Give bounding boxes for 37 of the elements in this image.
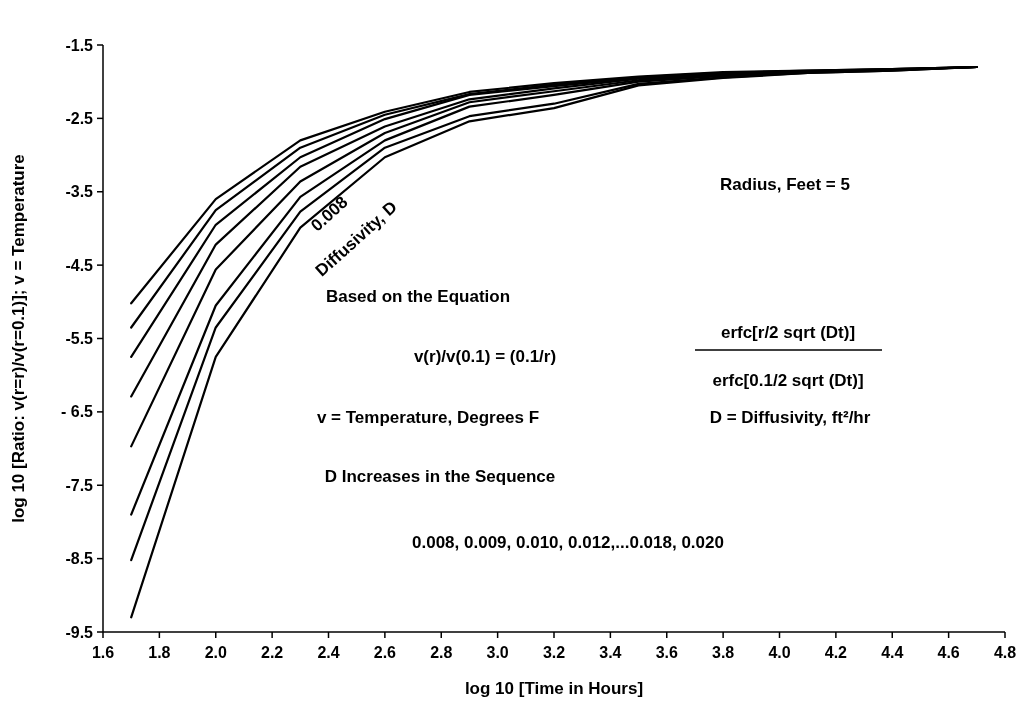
annotation: v(r)/v(0.1) = (0.1/r) xyxy=(413,347,557,366)
x-tick-label: 2.6 xyxy=(373,644,397,661)
x-tick-label: 3.2 xyxy=(542,644,566,661)
x-tick-label: 3.4 xyxy=(599,644,622,661)
x-tick-label: 4.4 xyxy=(881,644,904,661)
annotation: erfc[r/2 sqrt (Dt)] xyxy=(720,323,856,342)
y-tick-label: -4.5 xyxy=(65,256,94,274)
y-tick-label: -8.5 xyxy=(65,550,94,568)
annotation: Radius, Feet = 5 xyxy=(720,175,850,194)
y-tick-label: -2.5 xyxy=(65,109,94,127)
x-tick-label: 2.4 xyxy=(317,644,340,661)
annotation: 0.008, 0.009, 0.010, 0.012,...0.018, 0.020 xyxy=(412,533,724,552)
annotation: D = Diffusivity, ft²/hr xyxy=(709,408,871,427)
x-tick-label: 3.6 xyxy=(655,644,678,661)
x-tick-label: 4.6 xyxy=(937,644,960,661)
annotation: erfc[0.1/2 sqrt (Dt)] xyxy=(712,371,864,390)
y-tick-label: - 6.5 xyxy=(60,403,94,421)
x-axis-title: log 10 [Time in Hours] xyxy=(464,679,644,698)
y-tick-label: -9.5 xyxy=(65,623,94,641)
x-tick-label: 4.2 xyxy=(824,644,848,661)
y-tick-label: -7.5 xyxy=(65,476,94,494)
x-tick-label: 2.0 xyxy=(204,644,227,661)
x-tick-label: 3.8 xyxy=(712,644,735,661)
annotation: D Increases in the Sequence xyxy=(324,467,556,486)
x-tick-label: 2.2 xyxy=(261,644,284,661)
x-tick-label: 1.6 xyxy=(91,644,115,661)
x-tick-label: 4.0 xyxy=(768,644,791,661)
x-tick-label: 4.8 xyxy=(993,644,1017,661)
x-tick-label: 1.8 xyxy=(148,644,171,661)
x-tick-label: 3.0 xyxy=(486,644,509,661)
annotation: v = Temperature, Degrees F xyxy=(316,408,540,427)
annotation: Based on the Equation xyxy=(325,287,511,306)
y-axis-title: log 10 [Ratio: v(r=r)/v(r=0.1)]; v = Temperature xyxy=(9,154,28,523)
x-tick-label: 2.8 xyxy=(430,644,453,661)
y-tick-label: -5.5 xyxy=(65,330,94,348)
y-tick-label: -3.5 xyxy=(65,183,94,201)
y-tick-label: -1.5 xyxy=(65,36,94,54)
